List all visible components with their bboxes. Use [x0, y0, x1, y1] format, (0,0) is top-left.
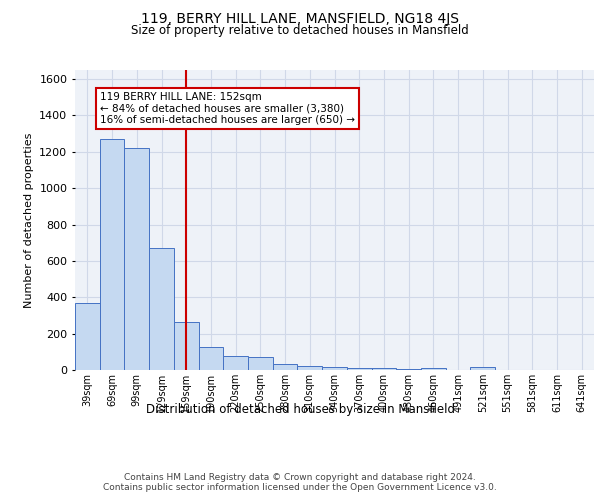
Bar — [248, 358, 273, 370]
Bar — [149, 248, 174, 370]
Bar — [124, 148, 149, 370]
Bar — [75, 302, 100, 370]
Text: Contains HM Land Registry data © Crown copyright and database right 2024.
Contai: Contains HM Land Registry data © Crown c… — [103, 472, 497, 492]
Bar — [470, 368, 495, 370]
Text: 119 BERRY HILL LANE: 152sqm
← 84% of detached houses are smaller (3,380)
16% of : 119 BERRY HILL LANE: 152sqm ← 84% of det… — [100, 92, 355, 125]
Bar — [298, 366, 322, 370]
Text: Distribution of detached houses by size in Mansfield: Distribution of detached houses by size … — [146, 402, 455, 415]
Bar — [322, 368, 347, 370]
Bar — [371, 368, 396, 370]
Text: Size of property relative to detached houses in Mansfield: Size of property relative to detached ho… — [131, 24, 469, 37]
Y-axis label: Number of detached properties: Number of detached properties — [23, 132, 34, 308]
Bar — [223, 356, 248, 370]
Bar — [174, 322, 199, 370]
Bar — [396, 368, 421, 370]
Bar — [273, 364, 298, 370]
Bar — [199, 348, 223, 370]
Bar — [100, 139, 124, 370]
Bar — [421, 368, 446, 370]
Bar — [347, 368, 371, 370]
Text: 119, BERRY HILL LANE, MANSFIELD, NG18 4JS: 119, BERRY HILL LANE, MANSFIELD, NG18 4J… — [141, 12, 459, 26]
